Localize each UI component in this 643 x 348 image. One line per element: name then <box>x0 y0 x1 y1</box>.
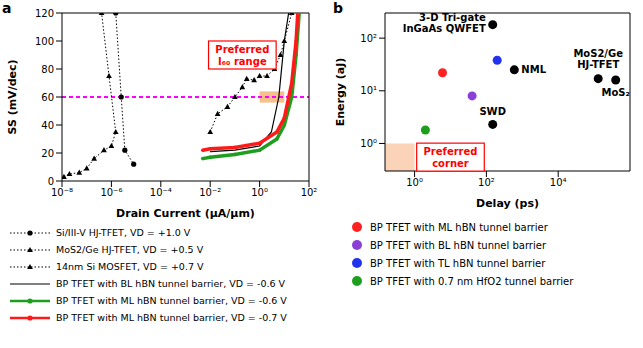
svg-text:10⁰: 10⁰ <box>360 138 377 149</box>
svg-text:SWD: SWD <box>479 106 506 117</box>
html-text:BP TFET with BL hBN tunnel bar: BP TFET with BL hBN tunnel barrier, VD =… <box>56 278 286 289</box>
svg-text:Preferred: Preferred <box>423 146 477 157</box>
svg-text:I₆₀ range: I₆₀ range <box>218 56 267 67</box>
svg-text:10⁻⁶: 10⁻⁶ <box>100 187 122 198</box>
html-text:Si/III-V HJ-TFET, VD = +1.0 V: Si/III-V HJ-TFET, VD = +1.0 V <box>56 227 191 238</box>
svg-text:100: 100 <box>35 36 54 47</box>
svg-text:Drain Current (μA/μm): Drain Current (μA/μm) <box>116 207 255 219</box>
html-text:BP TFET with BL hBN tunnel bar: BP TFET with BL hBN tunnel barrier <box>370 239 546 251</box>
svg-text:SS (mV/dec): SS (mV/dec) <box>8 59 19 134</box>
html-text:BP TFET with TL hBN tunnel bar: BP TFET with TL hBN tunnel barrier <box>370 257 546 269</box>
svg-text:10⁴: 10⁴ <box>550 177 567 188</box>
html-text:BP TFET with ML hBN tunnel bar: BP TFET with ML hBN tunnel barrier, VD =… <box>56 312 287 323</box>
svg-text:MoS₂: MoS₂ <box>602 87 630 98</box>
html-text:BP TFET with 0.7 nm HfO2 tunne: BP TFET with 0.7 nm HfO2 tunnel barrier <box>370 275 574 287</box>
svg-text:Energy (aJ): Energy (aJ) <box>334 58 347 127</box>
svg-text:10¹: 10¹ <box>360 85 377 96</box>
svg-text:10²: 10² <box>360 33 377 44</box>
html-text:b: b <box>333 0 343 16</box>
svg-text:Preferred: Preferred <box>215 44 269 55</box>
svg-text:InGaAs QWFET: InGaAs QWFET <box>403 23 486 34</box>
svg-text:MoS2/Ge: MoS2/Ge <box>573 48 623 59</box>
svg-text:10⁻²: 10⁻² <box>199 187 221 198</box>
svg-text:10⁰: 10⁰ <box>406 177 423 188</box>
svg-text:80: 80 <box>41 64 54 75</box>
svg-text:20: 20 <box>41 148 54 159</box>
svg-text:40: 40 <box>41 120 54 131</box>
html-text:BP TFET with ML hBN tunnel bar: BP TFET with ML hBN tunnel barrier, VD =… <box>56 295 287 306</box>
svg-text:3-D Tri-gate: 3-D Tri-gate <box>419 13 486 23</box>
svg-text:60: 60 <box>41 92 54 103</box>
svg-text:corner: corner <box>432 158 469 169</box>
html-text:a: a <box>2 0 12 16</box>
html-text:14nm Si MOSFET, VD = +0.7 V: 14nm Si MOSFET, VD = +0.7 V <box>56 261 204 272</box>
html-text:BP TFET with ML hBN tunnel bar: BP TFET with ML hBN tunnel barrier <box>370 221 548 233</box>
svg-text:10⁻⁴: 10⁻⁴ <box>150 187 172 198</box>
svg-text:10²: 10² <box>478 177 495 188</box>
svg-text:HJ-TFET: HJ-TFET <box>577 59 619 70</box>
svg-text:10⁰: 10⁰ <box>251 187 268 198</box>
svg-text:0: 0 <box>48 176 54 187</box>
svg-text:120: 120 <box>35 8 54 19</box>
html-text:MoS2/Ge HJ-TFET, VD = +0.5 V: MoS2/Ge HJ-TFET, VD = +0.5 V <box>56 244 204 255</box>
svg-text:10⁻⁸: 10⁻⁸ <box>51 187 73 198</box>
svg-text:NML: NML <box>521 64 546 75</box>
svg-text:Delay (ps): Delay (ps) <box>476 197 539 209</box>
svg-text:10²: 10² <box>301 187 318 198</box>
